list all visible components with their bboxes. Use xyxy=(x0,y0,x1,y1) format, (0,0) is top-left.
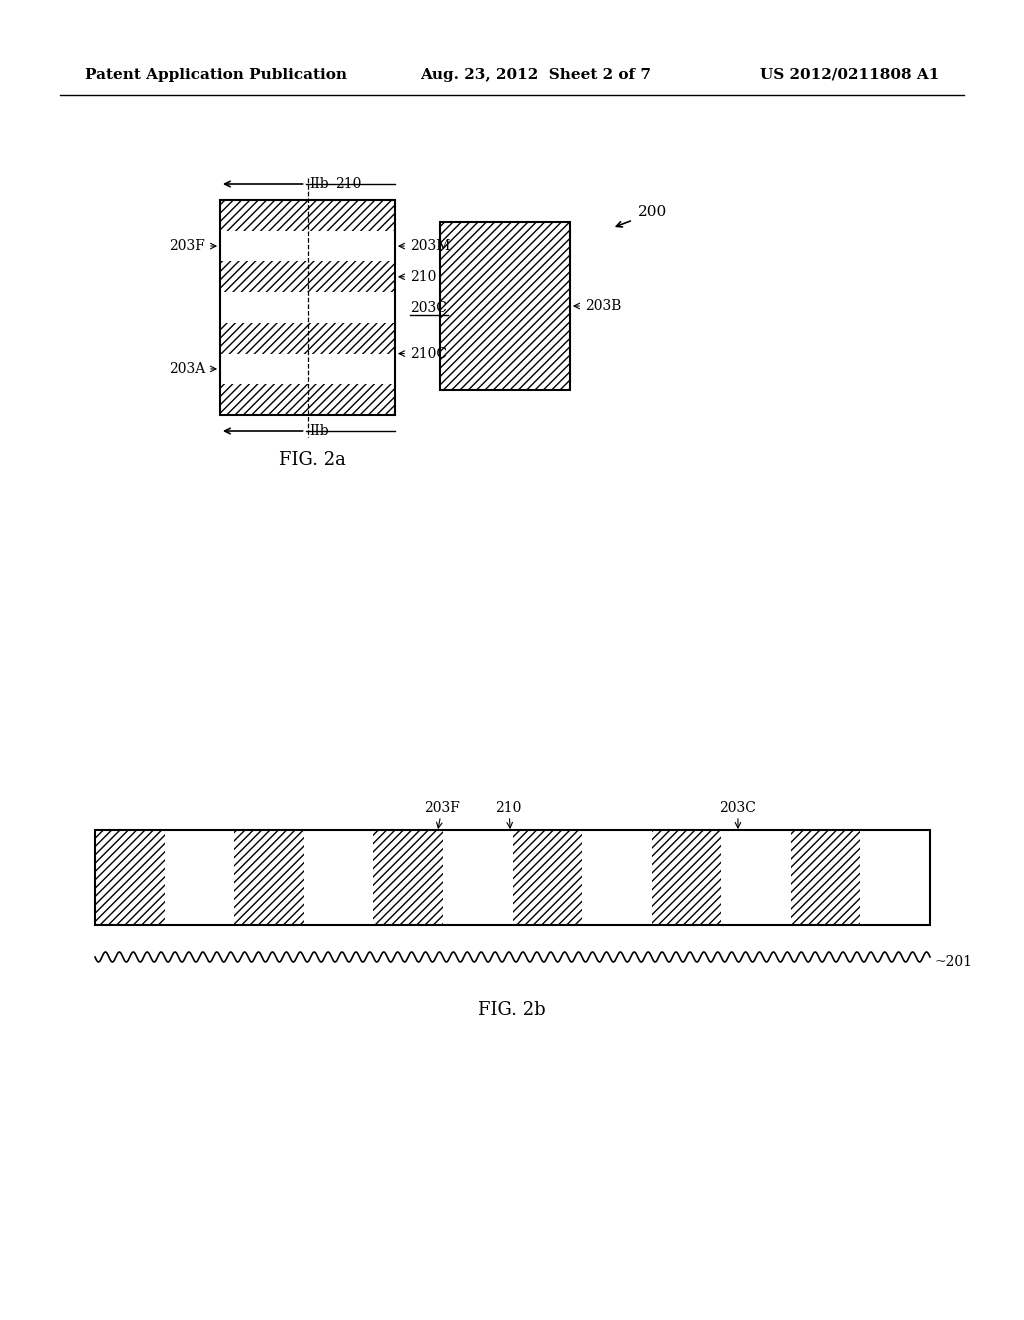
Bar xyxy=(721,830,791,925)
Text: US 2012/0211808 A1: US 2012/0211808 A1 xyxy=(760,69,939,82)
Bar xyxy=(165,830,234,925)
Bar xyxy=(220,231,395,261)
Bar xyxy=(374,830,443,925)
Bar xyxy=(95,830,930,925)
Bar xyxy=(220,201,395,414)
Text: 200: 200 xyxy=(638,205,668,219)
Text: Aug. 23, 2012  Sheet 2 of 7: Aug. 23, 2012 Sheet 2 of 7 xyxy=(420,69,651,82)
Bar xyxy=(95,830,165,925)
Bar xyxy=(512,830,582,925)
Bar xyxy=(860,830,930,925)
Text: 210: 210 xyxy=(336,177,361,191)
Bar xyxy=(220,384,395,414)
Text: 203B: 203B xyxy=(585,300,622,313)
Bar xyxy=(220,261,395,292)
Text: IIb: IIb xyxy=(309,177,329,191)
Bar xyxy=(220,323,395,354)
Text: FIG. 2b: FIG. 2b xyxy=(478,1001,546,1019)
Text: 210: 210 xyxy=(496,801,521,814)
Text: 203F: 203F xyxy=(169,239,205,253)
Text: 203A: 203A xyxy=(169,362,205,376)
Bar xyxy=(220,201,395,231)
Text: 203C: 203C xyxy=(410,301,446,314)
Text: 210C: 210C xyxy=(410,347,447,360)
Bar xyxy=(582,830,651,925)
Bar xyxy=(443,830,512,925)
Text: 203M: 203M xyxy=(410,239,451,253)
Text: 203C: 203C xyxy=(720,801,757,814)
Bar xyxy=(220,292,395,323)
Bar xyxy=(791,830,860,925)
Text: IIb: IIb xyxy=(309,424,329,438)
Bar xyxy=(220,354,395,384)
Text: 210: 210 xyxy=(410,269,436,284)
Bar xyxy=(234,830,304,925)
Bar xyxy=(304,830,374,925)
Text: 203F: 203F xyxy=(424,801,460,814)
Text: ~201: ~201 xyxy=(935,954,973,969)
Bar xyxy=(440,222,570,389)
Bar xyxy=(651,830,721,925)
Text: FIG. 2a: FIG. 2a xyxy=(279,451,345,469)
Text: Patent Application Publication: Patent Application Publication xyxy=(85,69,347,82)
